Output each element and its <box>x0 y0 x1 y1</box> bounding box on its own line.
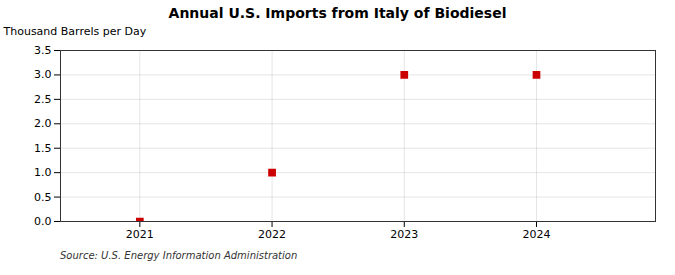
svg-text:2.5: 2.5 <box>34 93 52 106</box>
svg-text:2.0: 2.0 <box>34 117 52 130</box>
svg-text:Thousand Barrels per Day: Thousand Barrels per Day <box>3 25 147 38</box>
svg-text:3.0: 3.0 <box>34 68 52 81</box>
svg-text:2022: 2022 <box>258 228 286 241</box>
svg-text:0.5: 0.5 <box>34 191 52 204</box>
svg-text:1.0: 1.0 <box>34 166 52 179</box>
svg-text:0.0: 0.0 <box>34 215 52 228</box>
svg-text:2023: 2023 <box>390 228 418 241</box>
html-text:Source: U.S. Energy Informatio: Source: U.S. Energy Information Administ… <box>60 250 298 261</box>
svg-text:1.5: 1.5 <box>34 142 52 155</box>
svg-text:2021: 2021 <box>126 228 154 241</box>
svg-text:3.5: 3.5 <box>34 44 52 57</box>
html-text:Annual U.S. Imports from Italy: Annual U.S. Imports from Italy of Biodie… <box>168 5 507 21</box>
svg-text:2024: 2024 <box>523 228 551 241</box>
